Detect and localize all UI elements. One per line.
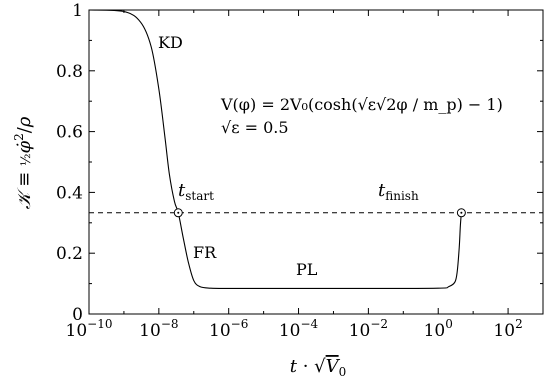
label-t-finish: tfinish xyxy=(378,180,419,203)
label-kd: KD xyxy=(158,33,183,52)
x-tick-label: 102 xyxy=(493,317,522,341)
marker-dot xyxy=(177,211,180,214)
x-tick-label: 10−2 xyxy=(349,317,388,341)
label-epsilon: √ε = 0.5 xyxy=(221,118,289,137)
annotations: KD FR PL tstart tfinish V(φ) = 2V₀(cosh(√ε√2φ… xyxy=(158,33,503,279)
x-tick-label: 10−6 xyxy=(209,317,248,341)
label-potential: V(φ) = 2V₀(cosh(√ε√2φ / m_p) − 1) xyxy=(220,95,503,114)
y-tick-label: 1 xyxy=(72,1,83,21)
y-axis-title: 𝒦 ≡ ½φ̇2/ρ xyxy=(12,116,35,209)
x-tick-label: 10−4 xyxy=(279,317,319,341)
x-tick-label: 100 xyxy=(424,317,453,341)
ticks: 10−10 10−8 10−6 10−4 10−2 100 102 0 0.2 0.4 0.6 0.8… xyxy=(56,1,544,341)
y-tick-label: 0 xyxy=(72,305,83,325)
y-tick-label: 0.8 xyxy=(56,62,83,82)
label-pl: PL xyxy=(296,260,318,279)
marker-dot xyxy=(460,211,463,214)
label-fr: FR xyxy=(193,243,217,262)
series-layer xyxy=(88,9,543,290)
y-tick-label: 0.2 xyxy=(56,244,83,264)
y-tick-label: 0.6 xyxy=(56,123,83,143)
y-tick-label: 0.4 xyxy=(56,183,83,203)
x-axis-title: t · √V0 xyxy=(290,356,347,379)
series-line xyxy=(88,9,462,290)
x-tick-label: 10−8 xyxy=(139,317,178,341)
x-tick-label: 10−10 xyxy=(66,317,113,341)
label-t-start: tstart xyxy=(178,180,214,203)
